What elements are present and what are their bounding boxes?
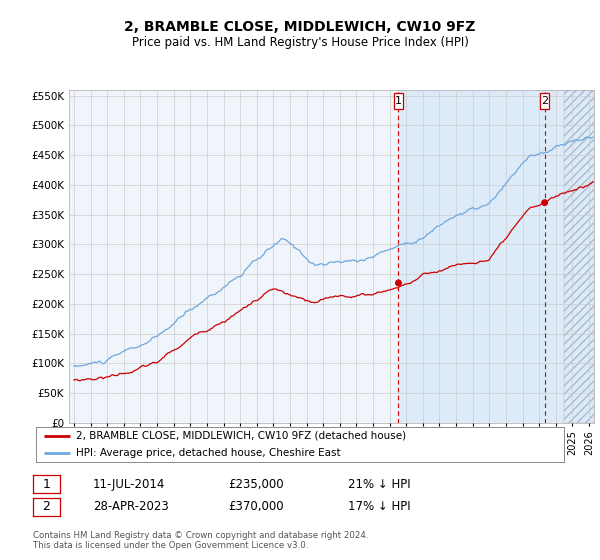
- Text: 17% ↓ HPI: 17% ↓ HPI: [348, 500, 410, 514]
- Text: 1: 1: [395, 96, 402, 106]
- FancyBboxPatch shape: [394, 92, 403, 109]
- Text: 1: 1: [43, 478, 50, 491]
- Text: 2: 2: [541, 96, 548, 106]
- Bar: [398, 90, 594, 423]
- Text: £235,000: £235,000: [228, 478, 284, 491]
- Text: 2, BRAMBLE CLOSE, MIDDLEWICH, CW10 9FZ: 2, BRAMBLE CLOSE, MIDDLEWICH, CW10 9FZ: [124, 20, 476, 34]
- Bar: [564, 90, 594, 423]
- Point: [540, 198, 550, 207]
- Text: 2, BRAMBLE CLOSE, MIDDLEWICH, CW10 9FZ (detached house): 2, BRAMBLE CLOSE, MIDDLEWICH, CW10 9FZ (…: [76, 431, 406, 441]
- Text: Contains HM Land Registry data © Crown copyright and database right 2024.
This d: Contains HM Land Registry data © Crown c…: [33, 531, 368, 550]
- Text: 21% ↓ HPI: 21% ↓ HPI: [348, 478, 410, 491]
- Text: HPI: Average price, detached house, Cheshire East: HPI: Average price, detached house, Ches…: [76, 449, 340, 458]
- FancyBboxPatch shape: [540, 92, 549, 109]
- Text: Price paid vs. HM Land Registry's House Price Index (HPI): Price paid vs. HM Land Registry's House …: [131, 36, 469, 49]
- Text: 11-JUL-2014: 11-JUL-2014: [93, 478, 166, 491]
- Point: [394, 278, 403, 287]
- Text: 28-APR-2023: 28-APR-2023: [93, 500, 169, 514]
- Text: £370,000: £370,000: [228, 500, 284, 514]
- Text: 2: 2: [43, 500, 50, 514]
